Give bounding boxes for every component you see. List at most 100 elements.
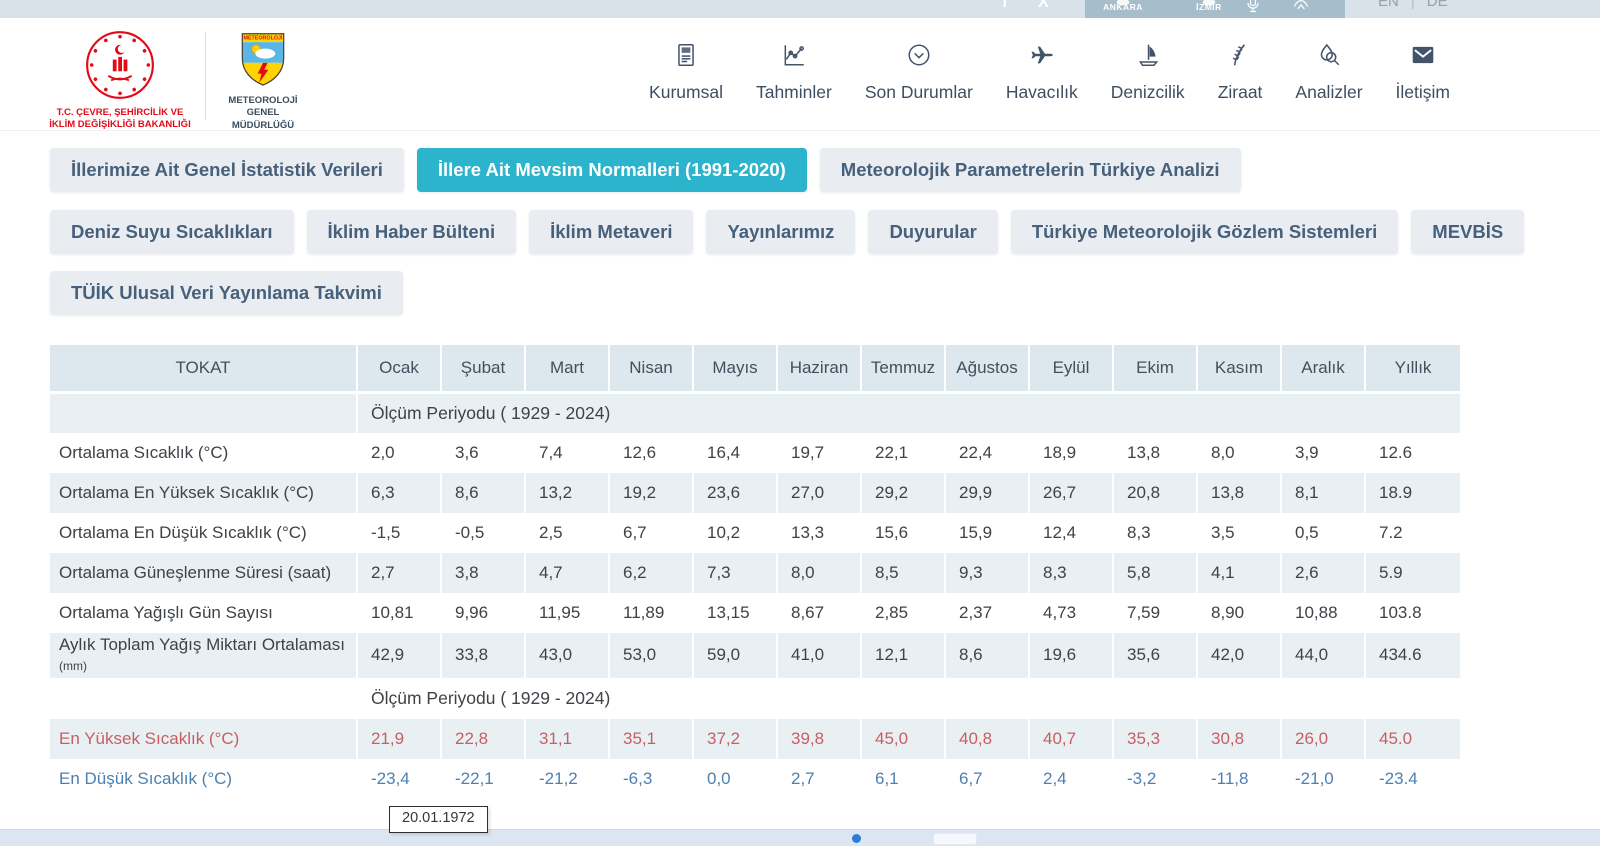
period-row-label-spacer [50, 392, 357, 433]
month-header: Temmuz [860, 345, 945, 394]
month-header: Aralık [1280, 345, 1365, 394]
month-value-cell: 2,7 [356, 553, 441, 593]
ministry-logo[interactable]: T.C. ÇEVRE, ŞEHİRCİLİK VE İKLİM DEĞİŞİKL… [35, 29, 205, 132]
tab-genel-istatistik[interactable]: İllerimize Ait Genel İstatistik Verileri [50, 148, 404, 192]
month-value-cell: 22,4 [944, 433, 1029, 473]
month-value-cell: 13,15 [692, 593, 777, 633]
x-icon[interactable]: X [1037, 0, 1050, 11]
month-value-cell: 6,7 [608, 513, 693, 553]
tab-duyurular[interactable]: Duyurular [868, 210, 998, 254]
month-value-cell: 12,1 [860, 633, 945, 678]
nav-item-denizcilik[interactable]: Denizcilik [1111, 42, 1185, 103]
month-value-cell: 19,7 [776, 433, 861, 473]
month-value-cell: 26,7 [1028, 473, 1113, 513]
month-value-cell: 3,6 [440, 433, 525, 473]
main-nav: Kurumsal Tahminler Son Durumlar Havacılı… [649, 42, 1450, 103]
facebook-icon[interactable]: f [1002, 0, 1008, 11]
month-value-cell: 13,2 [524, 473, 609, 513]
tab-row-2: Deniz Suyu Sıcaklıkları İklim Haber Bült… [50, 210, 1600, 254]
ministry-emblem-icon [84, 31, 156, 105]
month-value-cell: 8,0 [1196, 433, 1281, 473]
month-value-cell: -23,4 [356, 758, 441, 799]
month-value-cell: 3,5 [1196, 513, 1281, 553]
tab-deniz-suyu[interactable]: Deniz Suyu Sıcaklıkları [50, 210, 294, 254]
month-value-cell: 2,85 [860, 593, 945, 633]
month-header: Şubat [440, 345, 525, 394]
month-header: Kasım [1196, 345, 1281, 394]
month-value-cell: 8,3 [1112, 513, 1197, 553]
nav-item-tahminler[interactable]: Tahminler [756, 42, 832, 103]
tab-yayinlarimiz[interactable]: Yayınlarımız [706, 210, 856, 254]
month-value-cell: 8,1 [1280, 473, 1365, 513]
tab-gozlem-sistemleri[interactable]: Türkiye Meteorolojik Gözlem Sistemleri [1010, 210, 1399, 254]
month-value-cell: 43,0 [524, 633, 609, 678]
month-value-cell: 6,2 [608, 553, 693, 593]
site-header: T.C. ÇEVRE, ŞEHİRCİLİK VE İKLİM DEĞİŞİKL… [0, 18, 1600, 131]
month-value-cell: 41,0 [776, 633, 861, 678]
row-label: Ortalama Yağışlı Gün Sayısı [59, 602, 273, 622]
table-row: En Düşük Sıcaklık (°C) -23,4 -22,1 -21,2 -6,… [50, 758, 1460, 799]
climate-table-wrap: TOKAT Ocak Şubat Mart Nisan Mayıs Haziran Temm… [50, 345, 1460, 799]
tab-mevbis[interactable]: MEVBİS [1411, 210, 1525, 254]
tab-turkiye-analizi[interactable]: Meteorolojik Parametrelerin Türkiye Anal… [819, 148, 1241, 192]
mgm-logo[interactable]: METEOROLOJİ METEOROLOJİ GENEL MÜDÜRLÜĞÜ [215, 30, 311, 132]
month-header: Eylül [1028, 345, 1113, 394]
month-value-cell: -21,0 [1280, 758, 1365, 799]
tab-iklim-haber[interactable]: İklim Haber Bülteni [306, 210, 517, 254]
month-header: Haziran [776, 345, 861, 394]
month-value-cell: 3,9 [1280, 433, 1365, 473]
language-en[interactable]: EN [1378, 0, 1399, 10]
footer-box [933, 833, 977, 845]
month-value-cell: 11,89 [608, 593, 693, 633]
footer-dot-icon [852, 834, 861, 843]
period-row: Ölçüm Periyodu ( 1929 - 2024) [50, 677, 1460, 719]
mail-icon [1410, 42, 1436, 69]
city-link-ankara[interactable]: ANKARA [1095, 0, 1151, 12]
month-value-cell: 20,8 [1112, 473, 1197, 513]
sign-language-icon[interactable] [1291, 0, 1311, 18]
nav-item-ziraat[interactable]: Ziraat [1218, 42, 1262, 103]
month-value-cell: 5,8 [1112, 553, 1197, 593]
row-label: En Yüksek Sıcaklık (°C) [50, 718, 357, 759]
document-icon [673, 42, 699, 69]
microphone-icon[interactable] [1243, 0, 1263, 18]
nav-item-iletisim[interactable]: İletişim [1396, 42, 1450, 103]
month-value-cell: 39,8 [776, 718, 861, 759]
climate-normals-table: TOKAT Ocak Şubat Mart Nisan Mayıs Haziran Temm… [50, 345, 1460, 799]
logo-divider [205, 32, 206, 120]
annual-header: Yıllık [1364, 345, 1460, 394]
annual-value-cell: 18.9 [1364, 473, 1460, 513]
month-value-cell: 9,96 [440, 593, 525, 633]
city-link-izmir[interactable]: İZMİR [1181, 0, 1237, 12]
nav-item-havacilik[interactable]: Havacılık [1006, 42, 1078, 103]
tab-row-3: TÜİK Ulusal Veri Yayınlama Takvimi [50, 271, 1600, 315]
tab-iklim-metaveri[interactable]: İklim Metaveri [529, 210, 694, 254]
month-value-cell: 2,0 [356, 433, 441, 473]
measurement-period-label: Ölçüm Periyodu ( 1929 - 2024) [356, 677, 1460, 719]
section-tabs: İllerimize Ait Genel İstatistik Verileri… [0, 131, 1600, 315]
nav-item-son-durumlar[interactable]: Son Durumlar [865, 42, 973, 103]
month-header: Ekim [1112, 345, 1197, 394]
tab-tuik-takvim[interactable]: TÜİK Ulusal Veri Yayınlama Takvimi [50, 271, 403, 315]
month-value-cell: -11,8 [1196, 758, 1281, 799]
month-value-cell: 35,3 [1112, 718, 1197, 759]
month-value-cell: 0,5 [1280, 513, 1365, 553]
nav-item-analizler[interactable]: Analizler [1295, 42, 1363, 103]
month-value-cell: 6,1 [860, 758, 945, 799]
month-value-cell: 8,90 [1196, 593, 1281, 633]
annual-value-cell: 103.8 [1364, 593, 1460, 633]
measurement-period-label: Ölçüm Periyodu ( 1929 - 2024) [356, 392, 1460, 433]
month-value-cell: -1,5 [356, 513, 441, 553]
mgm-logo-text: METEOROLOJİ GENEL MÜDÜRLÜĞÜ [228, 95, 298, 131]
language-de[interactable]: DE [1426, 0, 1448, 10]
month-value-cell: 8,67 [776, 593, 861, 633]
month-value-cell: 9,3 [944, 553, 1029, 593]
annual-value-cell: 45.0 [1364, 718, 1460, 759]
month-value-cell: 6,7 [944, 758, 1029, 799]
month-value-cell: 35,6 [1112, 633, 1197, 678]
mgm-shield-icon: METEOROLOJİ [240, 33, 286, 92]
nav-item-kurumsal[interactable]: Kurumsal [649, 42, 723, 103]
month-value-cell: 26,0 [1280, 718, 1365, 759]
tab-mevsim-normalleri[interactable]: İllere Ait Mevsim Normalleri (1991-2020) [416, 148, 807, 192]
